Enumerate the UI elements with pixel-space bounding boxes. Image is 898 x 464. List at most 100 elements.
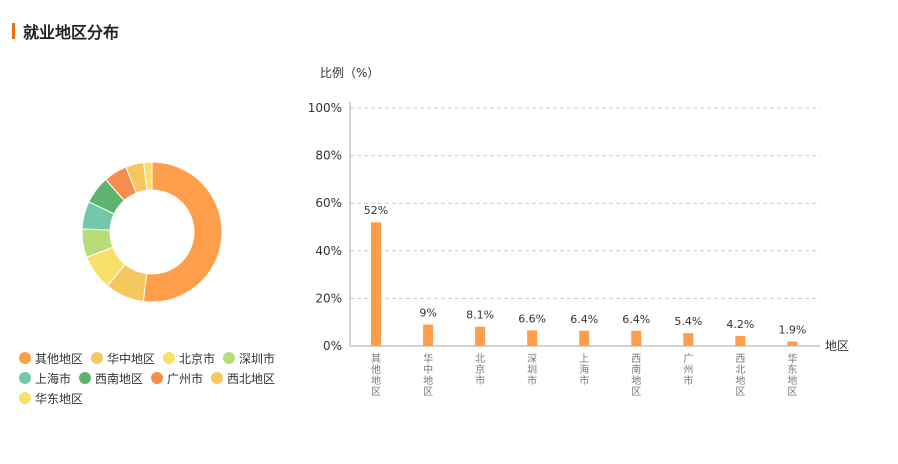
x-axis-title: 地区 <box>825 339 849 353</box>
x-tick-char: 华 <box>423 352 433 365</box>
x-tick-label: 其他地区 <box>371 353 381 398</box>
x-tick-label: 西北地区 <box>735 354 745 398</box>
x-tick-char: 北 <box>475 353 485 365</box>
bar-value-label: 8.1% <box>466 309 494 322</box>
x-tick-char: 区 <box>423 386 433 398</box>
y-tick-label: 100% <box>308 101 342 115</box>
legend-label: 上海市 <box>35 371 72 386</box>
title-accent-bar <box>12 23 15 39</box>
x-tick-char: 中 <box>423 363 433 376</box>
bar[interactable] <box>787 341 798 346</box>
bar[interactable] <box>631 330 642 346</box>
legend-swatch <box>19 372 31 384</box>
x-tick-char: 市 <box>475 374 485 387</box>
x-tick-char: 他 <box>371 363 381 376</box>
legend-item[interactable]: 华东地区 <box>19 388 83 408</box>
legend-swatch <box>163 352 176 364</box>
bar-value-label: 9% <box>419 307 436 320</box>
x-tick-char: 圳 <box>527 364 537 376</box>
y-tick-label: 80% <box>315 149 342 163</box>
donut-slice[interactable] <box>142 161 223 303</box>
legend-label: 其他地区 <box>35 351 84 366</box>
bar-value-label: 6.4% <box>570 313 598 326</box>
x-tick-char: 上 <box>579 353 589 365</box>
legend-label: 广州市 <box>167 371 204 386</box>
x-tick-char: 区 <box>735 386 745 398</box>
x-tick-char: 州 <box>683 364 693 376</box>
legend-item[interactable]: 广州市 <box>151 368 203 388</box>
bar[interactable] <box>735 336 746 346</box>
y-tick-label: 60% <box>315 196 342 210</box>
x-tick-char: 市 <box>579 374 589 387</box>
x-tick-char: 区 <box>787 386 797 398</box>
x-tick-char: 地 <box>735 374 745 387</box>
y-tick-label: 20% <box>315 291 342 305</box>
legend-label: 西南地区 <box>95 371 144 386</box>
bar[interactable] <box>527 330 538 346</box>
legend-swatch <box>211 372 224 384</box>
bar-value-label: 52% <box>364 204 388 217</box>
x-tick-char: 地 <box>631 374 641 387</box>
legend-swatch <box>223 352 236 364</box>
y-tick-label: 40% <box>315 244 342 258</box>
x-tick-char: 地 <box>371 374 381 387</box>
bar-value-label: 6.4% <box>622 313 650 326</box>
legend-swatch <box>19 392 31 404</box>
donut-slice[interactable] <box>143 161 153 191</box>
section-title: 就业地区分布 <box>23 23 120 42</box>
x-tick-char: 南 <box>631 363 641 376</box>
y-tick-label: 0% <box>323 339 342 353</box>
x-tick-char: 广 <box>683 353 693 365</box>
legend-item[interactable]: 深圳市 <box>223 348 275 368</box>
bar-value-label: 1.9% <box>778 323 806 336</box>
legend-label: 华中地区 <box>107 351 156 366</box>
section-header: 就业地区分布 <box>12 20 119 42</box>
legend-swatch <box>19 352 31 364</box>
legend-label: 华东地区 <box>35 391 84 406</box>
legend-item[interactable]: 北京市 <box>163 348 215 368</box>
x-tick-char: 西 <box>631 354 641 365</box>
donut-chart <box>81 161 223 303</box>
bar-value-label: 4.2% <box>726 318 754 331</box>
x-tick-label: 华中地区 <box>423 352 433 398</box>
legend-swatch <box>79 372 92 384</box>
x-tick-char: 京 <box>475 363 485 376</box>
x-tick-char: 地 <box>787 374 797 387</box>
bar-value-label: 5.4% <box>674 315 702 328</box>
x-tick-char: 地 <box>423 374 433 387</box>
y-axis-title: 比例（%） <box>320 66 379 80</box>
x-tick-label: 西南地区 <box>631 354 641 398</box>
legend-item[interactable]: 其他地区 <box>19 348 83 368</box>
x-tick-label: 广州市 <box>683 353 693 387</box>
legend-label: 深圳市 <box>239 351 276 366</box>
donut-legend: 其他地区 华中地区 北京市 深圳市上海市 西南地区 广州市 西北地区华东地区 <box>19 348 309 408</box>
x-tick-char: 北 <box>735 364 745 376</box>
x-tick-char: 区 <box>631 386 641 398</box>
legend-item[interactable]: 华中地区 <box>91 348 155 368</box>
x-tick-char: 其 <box>371 353 381 365</box>
bar[interactable] <box>579 330 590 346</box>
x-tick-label: 深圳市 <box>527 353 537 387</box>
bar[interactable] <box>371 222 382 346</box>
x-tick-char: 华 <box>787 352 797 365</box>
x-tick-char: 深 <box>527 353 537 365</box>
x-tick-char: 市 <box>527 374 537 387</box>
bar[interactable] <box>423 324 434 346</box>
bar[interactable] <box>475 326 486 346</box>
legend-label: 西北地区 <box>227 371 276 386</box>
legend-item[interactable]: 西南地区 <box>79 368 143 388</box>
x-tick-char: 区 <box>371 386 381 398</box>
bar[interactable] <box>683 333 694 346</box>
legend-swatch <box>91 352 104 364</box>
x-tick-label: 华东地区 <box>787 352 797 398</box>
x-tick-char: 东 <box>787 363 797 376</box>
legend-swatch <box>151 372 164 384</box>
x-tick-char: 海 <box>579 363 589 376</box>
x-tick-label: 上海市 <box>579 353 589 387</box>
legend-label: 北京市 <box>179 351 216 366</box>
x-tick-char: 西 <box>735 354 745 365</box>
legend-item[interactable]: 上海市 <box>19 368 71 388</box>
x-tick-char: 市 <box>683 374 693 387</box>
legend-item[interactable]: 西北地区 <box>211 368 275 388</box>
